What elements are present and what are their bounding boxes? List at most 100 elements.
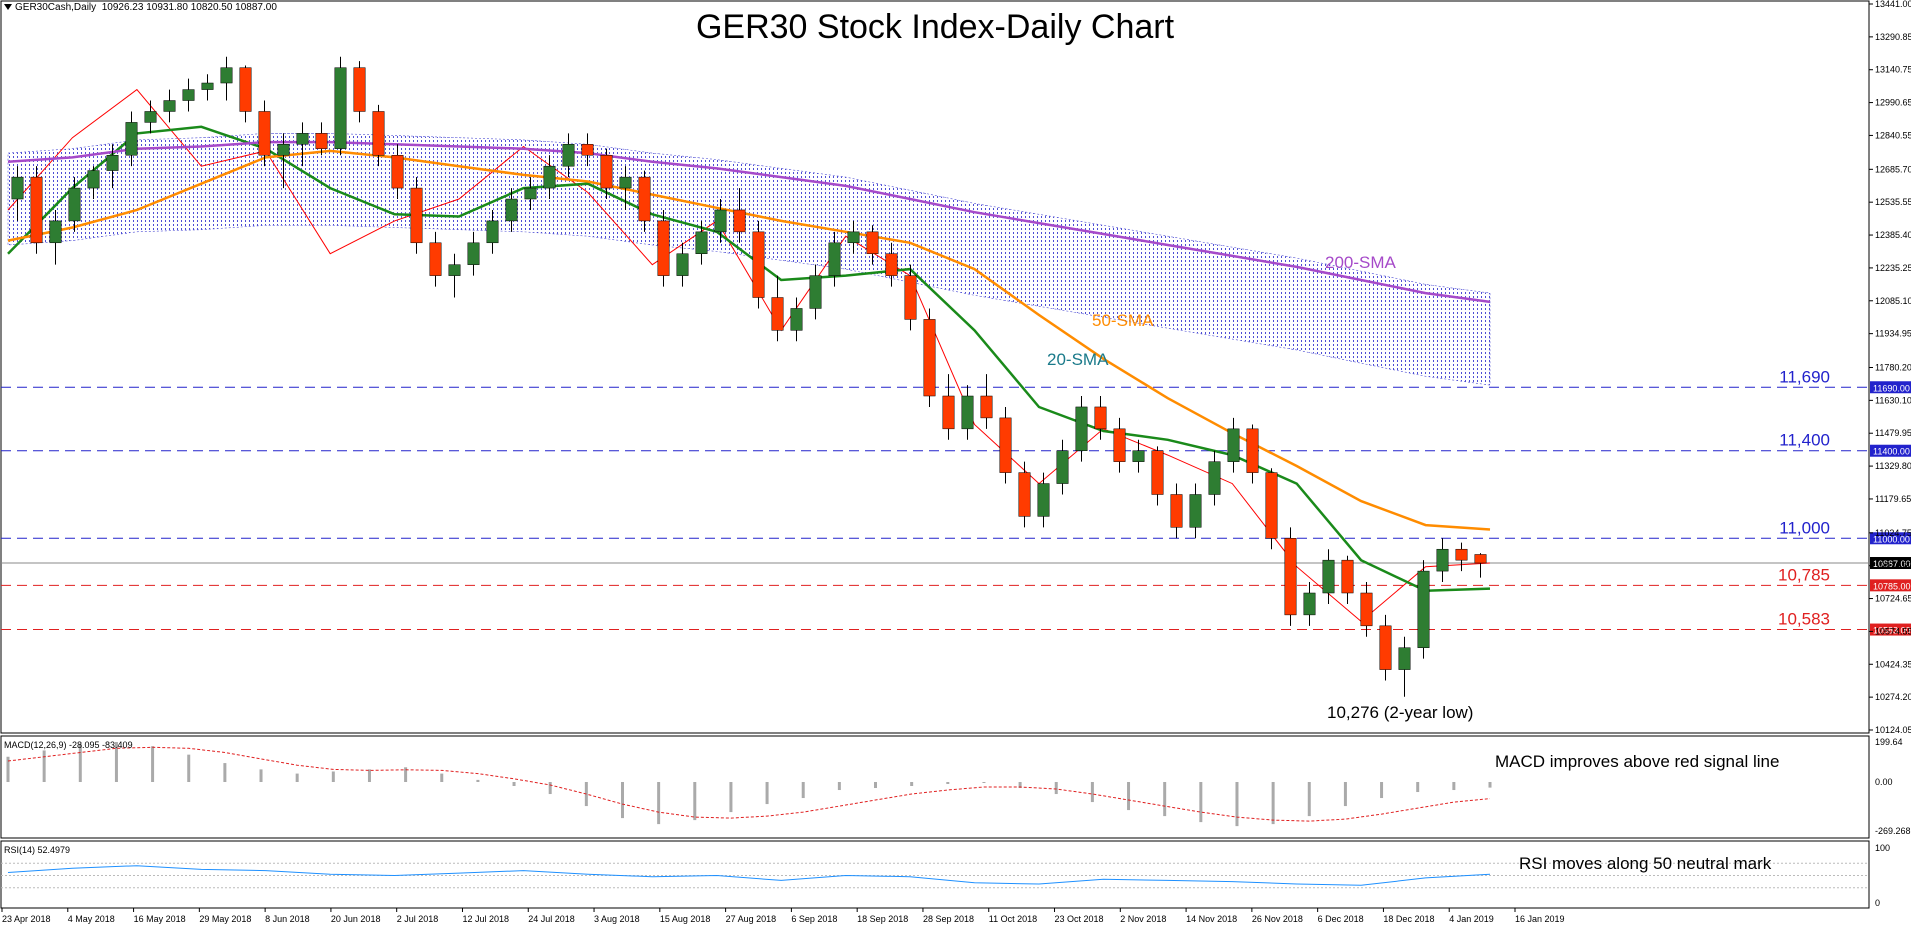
rsi-panel-frame (0, 840, 1870, 909)
candle-body (1113, 428, 1126, 462)
sma20-annotation: 20-SMA (1047, 350, 1109, 369)
price-tick-label: 11780.20 (1875, 363, 1911, 373)
candle-body (182, 89, 195, 101)
dropdown-arrow-icon[interactable] (4, 4, 12, 11)
candle-body (1379, 625, 1392, 670)
date-tick-label: 29 May 2018 (199, 914, 251, 924)
candle-body (1341, 559, 1354, 594)
candlesticks (11, 56, 1487, 697)
price-tick-label: 13441.00 (1875, 0, 1911, 9)
rsi-line (7, 865, 1491, 886)
price-tag (1870, 444, 1911, 457)
candle-body (1474, 554, 1487, 564)
date-tick-label: 8 Jun 2018 (265, 914, 310, 924)
macd-tick-label: -269.268 (1875, 826, 1911, 836)
candle-body (676, 253, 689, 276)
price-tick-label: 11179.65 (1875, 494, 1911, 504)
candle-body (486, 220, 499, 244)
price-tick-label: 13140.75 (1875, 65, 1911, 75)
date-tick-label: 11 Oct 2018 (989, 914, 1037, 924)
candle-body (11, 176, 24, 200)
price-tick-label: 10574.55 (1875, 626, 1911, 636)
date-tick-label: 18 Sep 2018 (857, 914, 908, 924)
date-tick-label: 26 Nov 2018 (1252, 914, 1303, 924)
price-tick-label: 12535.55 (1875, 197, 1911, 207)
candle-body (296, 133, 309, 145)
macd-panel: 199.64 0.00 -269.268 MACD improves above re… (6, 737, 1911, 836)
candle-body (1018, 472, 1031, 517)
candle-body (68, 187, 81, 222)
candle-body (714, 209, 727, 233)
candle-body (144, 111, 157, 123)
price-tick-label: 11934.95 (1875, 329, 1911, 339)
date-tick-label: 16 Jan 2019 (1515, 914, 1565, 924)
price-tag-text: 10887.00 (1873, 559, 1911, 569)
rsi-annotation: RSI moves along 50 neutral mark (1519, 854, 1772, 873)
ohlc-label: 10926.23 10931.80 10820.50 10887.00 (101, 2, 277, 13)
price-tick-label: 12085.10 (1875, 296, 1911, 306)
date-tick-label: 12 Jul 2018 (462, 914, 509, 924)
sma200-annotation: 200-SMA (1325, 253, 1397, 272)
price-tick-label: 11630.10 (1875, 395, 1911, 405)
candle-body (1417, 570, 1430, 648)
annotations: 200-SMA 50-SMA 20-SMA 10,276 (2-year low) (1047, 253, 1473, 722)
candle-body (771, 297, 784, 331)
candle-body (581, 144, 594, 156)
macd-panel-frame (0, 735, 1870, 839)
candle-body (467, 242, 480, 265)
candle-body (638, 176, 651, 222)
candle-body (1455, 548, 1468, 561)
candle-body (980, 395, 993, 419)
price-tick-label: 10124.05 (1875, 725, 1911, 735)
price-tick-label: 13290.85 (1875, 32, 1911, 42)
candle-body (562, 144, 575, 167)
level-label: 11,690 (1779, 367, 1830, 386)
macd-annotation: MACD improves above red signal line (1495, 752, 1779, 771)
candle-body (961, 395, 974, 430)
candle-body (866, 231, 879, 254)
price-tick-label: 11479.95 (1875, 428, 1911, 438)
price-tick-label: 10724.65 (1875, 594, 1911, 604)
candle-body (1037, 483, 1050, 517)
date-tick-label: 15 Aug 2018 (660, 914, 711, 924)
price-tick-label: 12685.70 (1875, 164, 1911, 174)
candle-body (391, 154, 404, 189)
price-tick-label: 10874.60 (1875, 561, 1911, 571)
date-tick-label: 4 Jan 2019 (1449, 914, 1494, 924)
price-tag-text: 11690.00 (1873, 383, 1910, 393)
candle-body (30, 176, 43, 244)
candle-body (600, 154, 613, 189)
candle-body (1284, 538, 1297, 616)
candle-body (1360, 592, 1373, 627)
price-tick-label: 12990.65 (1875, 98, 1911, 108)
candle-body (1094, 406, 1107, 430)
candle-body (334, 67, 347, 149)
macd-tick-label: 199.64 (1875, 737, 1903, 747)
candle-body (505, 198, 518, 222)
chart-title: GER30 Stock Index-Daily Chart (695, 8, 1175, 46)
date-tick-label: 3 Aug 2018 (594, 914, 640, 924)
candle-body (524, 187, 537, 200)
ichimoku-cloud (7, 133, 1491, 386)
candle-body (999, 417, 1012, 473)
candle-body (1056, 450, 1069, 484)
price-tag (1870, 623, 1911, 636)
sma50-annotation: 50-SMA (1092, 311, 1154, 330)
macd-signal-line (7, 746, 1491, 822)
level-label: 11,000 (1779, 518, 1830, 537)
candle-body (201, 82, 214, 90)
macd-label: MACD(12,26,9) -28.095 -83.409 (4, 740, 133, 750)
candle-body (106, 154, 119, 171)
symbol-label: GER30Cash,Daily (15, 2, 97, 13)
date-tick-label: 23 Apr 2018 (2, 914, 51, 924)
price-tick-label: 10274.20 (1875, 692, 1911, 702)
candle-body (752, 231, 765, 298)
candle-body (790, 308, 803, 331)
price-tag (1870, 381, 1911, 394)
low-annotation: 10,276 (2-year low) (1327, 703, 1473, 722)
price-tick-label: 11329.80 (1875, 461, 1911, 471)
rsi-panel: 100 0 RSI moves along 50 neutral mark (1, 843, 1890, 908)
date-tick-label: 6 Sep 2018 (791, 914, 837, 924)
